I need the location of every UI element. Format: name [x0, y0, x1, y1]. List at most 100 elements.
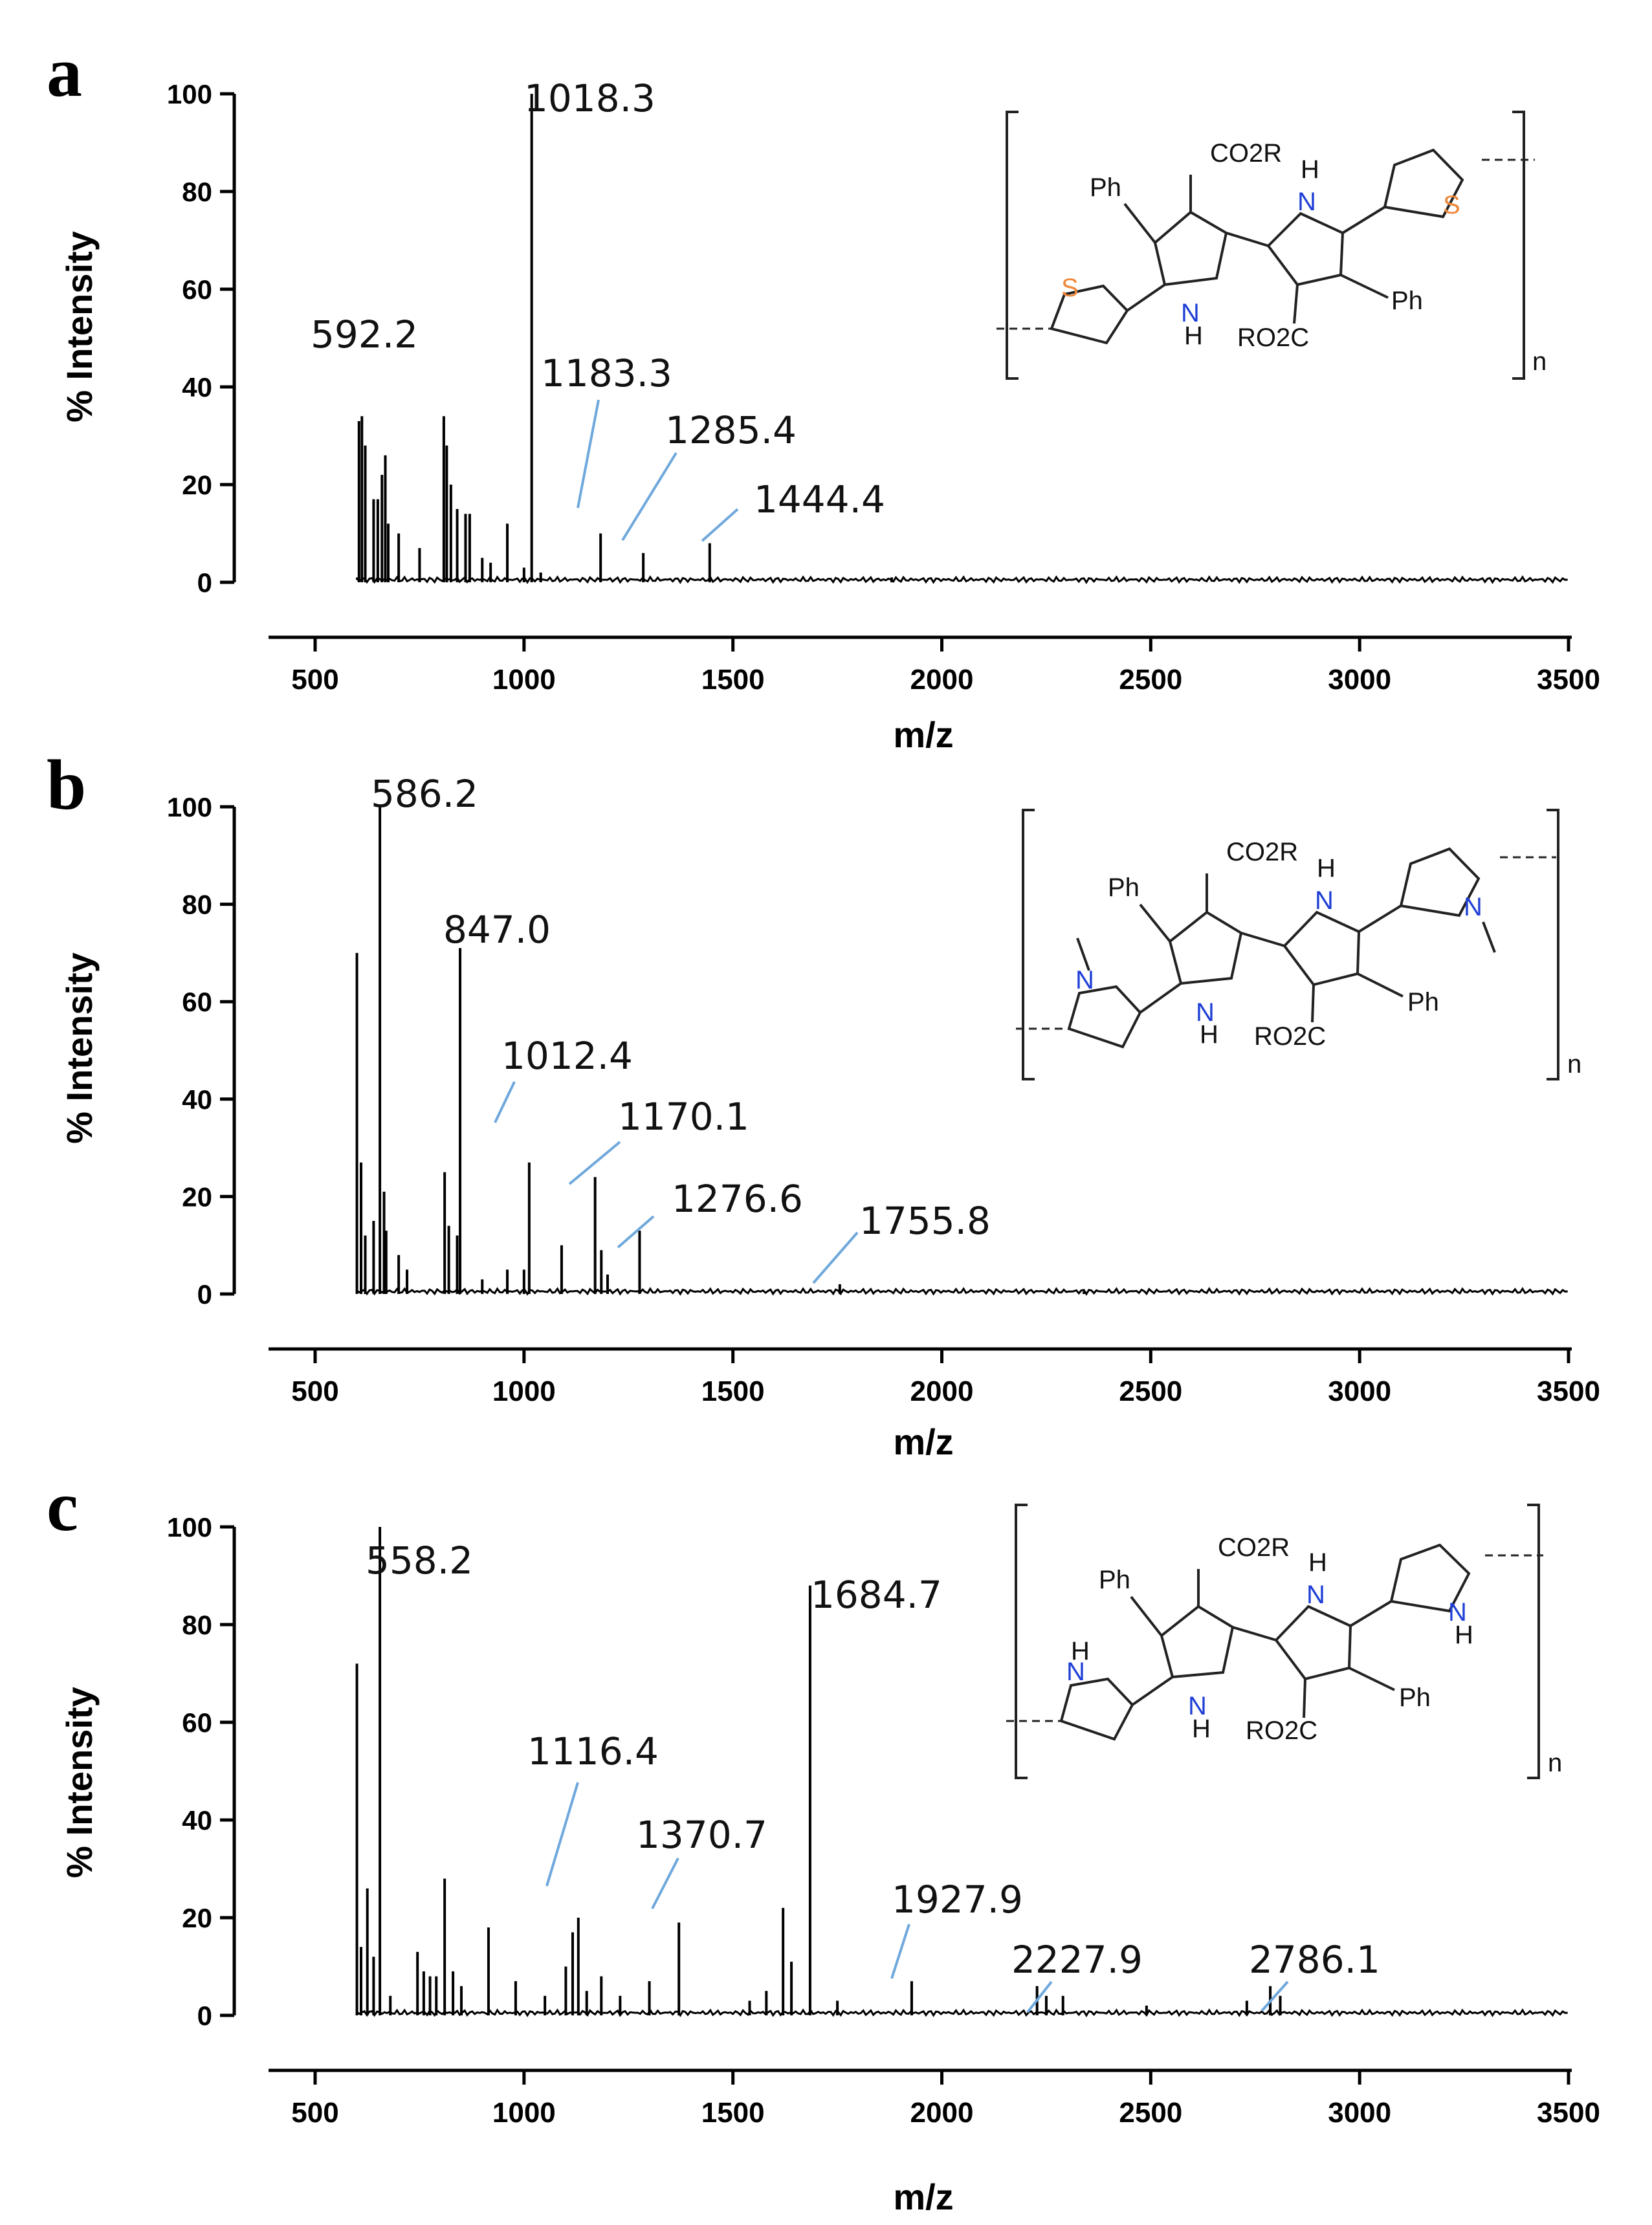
y-tick-label: 0 [197, 567, 212, 598]
svg-text:S: S [1443, 191, 1460, 219]
leader-line [577, 399, 600, 509]
svg-text:CO2R: CO2R [1226, 838, 1298, 866]
svg-text:CO2R: CO2R [1210, 139, 1282, 168]
inset-structure: n S N H Ph CO2R N H Ph RO2C S [997, 111, 1547, 380]
peak-label: 1444.4 [754, 477, 885, 521]
leader-line [890, 1924, 910, 1979]
svg-text:N: N [1066, 1658, 1085, 1686]
leader-line [568, 1141, 621, 1185]
svg-text:Ph: Ph [1108, 873, 1140, 902]
svg-text:n: n [1532, 347, 1547, 376]
x-tick-label: 1500 [701, 2097, 765, 2129]
x-tick-label: 500 [291, 2097, 338, 2129]
panel-letter-a: a [47, 32, 82, 111]
leader-line [494, 1081, 516, 1123]
x-tick-label: 2500 [1119, 2097, 1182, 2129]
leader-line [1026, 1980, 1053, 2013]
y-tick-label: 80 [182, 177, 212, 207]
y-tick-label: 80 [182, 890, 212, 920]
x-axis-title: m/z [893, 1421, 953, 1462]
peak-label: 1170.1 [618, 1095, 749, 1139]
panel-b: b % Intensity m/z 0 20 40 60 80 100 500 1000 150… [47, 745, 1600, 1462]
peak-label: 558.2 [366, 1539, 473, 1583]
x-tick-label: 3000 [1328, 2097, 1391, 2129]
leader-line [1261, 1980, 1289, 2012]
x-tick-label: 3500 [1537, 1376, 1600, 1407]
x-tick-label: 3000 [1328, 664, 1391, 696]
panel-letter-b: b [47, 745, 86, 824]
leader-line [621, 452, 677, 542]
svg-text:RO2C: RO2C [1254, 1022, 1326, 1051]
leader-line [701, 508, 739, 542]
x-tick-label: 3500 [1537, 664, 1600, 696]
svg-text:N: N [1075, 966, 1094, 994]
y-tick-label: 0 [197, 1279, 212, 1310]
svg-text:N: N [1315, 886, 1334, 915]
axes: 0 20 40 60 80 100 500 1000 1500 2000 2500 3000 3500 [167, 79, 1600, 696]
y-axis-title: % Intensity [59, 1687, 100, 1878]
svg-text:H: H [1455, 1621, 1473, 1649]
axes: 0 20 40 60 80 100 500 1000 1500 2000 2500 3000 3500 [167, 792, 1600, 1407]
peak-label: 1927.9 [892, 1878, 1023, 1922]
baseline-trace [356, 575, 1568, 584]
inset-structure: n N H N H Ph CO2R N H Ph RO2C N H [1006, 1504, 1562, 1779]
y-tick-label: 40 [182, 1805, 212, 1836]
peak-label: 847.0 [443, 908, 551, 952]
svg-text:H: H [1184, 322, 1203, 350]
x-tick-label: 500 [291, 1376, 338, 1407]
y-tick-label: 20 [182, 1181, 212, 1212]
x-tick-label: 2500 [1119, 1376, 1182, 1407]
svg-text:Ph: Ph [1407, 988, 1439, 1016]
y-tick-label: 60 [182, 1707, 212, 1738]
svg-text:Ph: Ph [1090, 173, 1121, 202]
svg-text:H: H [1308, 1548, 1327, 1577]
leader-line [545, 1782, 579, 1887]
svg-text:RO2C: RO2C [1246, 1716, 1317, 1745]
baseline-trace [356, 1287, 1568, 1296]
peak-label: 1183.3 [541, 351, 672, 395]
axes: 0 20 40 60 80 100 500 1000 1500 2000 2500 3000 3500 [167, 1512, 1600, 2129]
svg-text:RO2C: RO2C [1237, 323, 1309, 352]
peak-label: 1755.8 [859, 1199, 991, 1243]
y-axis-title: % Intensity [59, 231, 100, 422]
x-axis-title: m/z [893, 2176, 953, 2217]
spectrum-trace [356, 94, 1568, 584]
x-tick-label: 1000 [492, 664, 556, 696]
peak-label: 586.2 [371, 772, 478, 816]
peak-label: 1116.4 [527, 1729, 659, 1773]
y-tick-label: 20 [182, 1903, 212, 1933]
svg-text:H: H [1192, 1715, 1211, 1743]
y-tick-label: 40 [182, 372, 212, 402]
svg-text:N: N [1181, 299, 1200, 327]
svg-text:H: H [1071, 1637, 1090, 1665]
panel-a: a % Intensity m/z 0 20 40 60 80 100 500 1000 150… [47, 32, 1600, 755]
x-tick-label: 500 [291, 664, 338, 696]
y-tick-label: 60 [182, 987, 212, 1017]
x-tick-label: 1500 [701, 664, 765, 696]
y-tick-label: 100 [167, 79, 212, 109]
peak-label: 1018.3 [524, 76, 655, 120]
leader-line [651, 1858, 679, 1909]
svg-text:H: H [1200, 1020, 1218, 1049]
peak-label: 2227.9 [1011, 1938, 1143, 1982]
svg-text:Ph: Ph [1391, 287, 1423, 315]
x-tick-label: 2500 [1119, 664, 1182, 696]
svg-text:H: H [1301, 155, 1319, 184]
svg-text:Ph: Ph [1099, 1566, 1130, 1594]
svg-text:n: n [1548, 1749, 1562, 1777]
x-axis-title: m/z [893, 714, 953, 755]
svg-text:S: S [1061, 274, 1079, 302]
baseline-trace [356, 2008, 1568, 2017]
y-tick-label: 100 [167, 792, 212, 822]
x-tick-label: 2000 [910, 664, 974, 696]
x-tick-label: 3500 [1537, 2097, 1600, 2129]
y-tick-label: 0 [197, 2000, 212, 2031]
peak-label: 1276.6 [672, 1177, 803, 1221]
y-tick-label: 20 [182, 470, 212, 500]
peak-label: 1370.7 [636, 1813, 767, 1857]
svg-text:CO2R: CO2R [1218, 1533, 1290, 1562]
x-tick-label: 1500 [701, 1376, 765, 1407]
svg-text:H: H [1317, 854, 1336, 882]
leader-line [617, 1215, 655, 1249]
